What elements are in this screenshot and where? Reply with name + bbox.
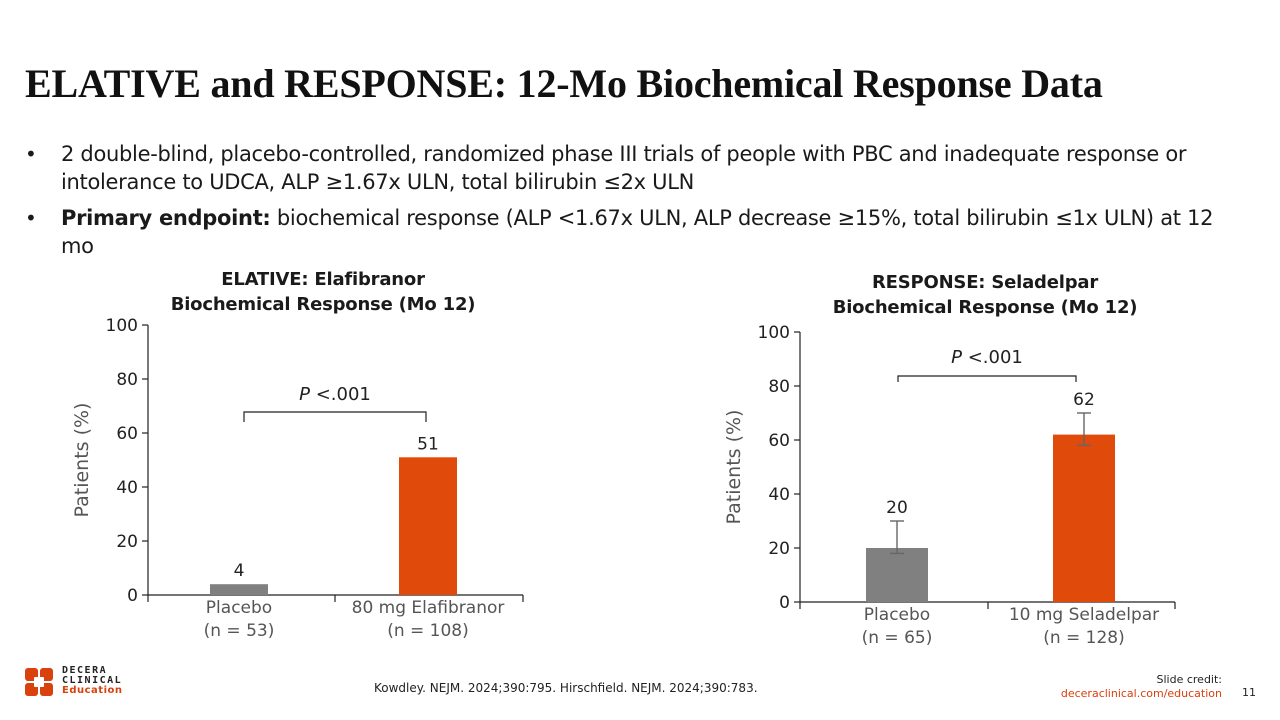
y-tick-label: 40 [768, 485, 790, 505]
category-label: 10 mg Seladelpar [1009, 605, 1159, 625]
logo-line-2: CLINICAL [62, 675, 123, 686]
y-tick-label: 60 [768, 431, 790, 451]
bullet-item: • 2 double-blind, placebo-controlled, ra… [25, 140, 1245, 196]
source-citation: Kowdley. NEJM. 2024;390:795. Hirschfield… [374, 681, 758, 695]
page-number: 11 [1242, 686, 1256, 699]
chart-title-response: RESPONSE: Seladelpar Biochemical Respons… [785, 270, 1185, 320]
category-n-label: (n = 53) [204, 621, 275, 641]
bullet-text: biochemical response (ALP <1.67x ULN, AL… [61, 206, 1214, 258]
category-n-label: (n = 65) [862, 628, 933, 648]
p-value-label: P <.001 [299, 384, 371, 405]
data-label: 4 [234, 561, 245, 581]
slide-title: ELATIVE and RESPONSE: 12-Mo Biochemical … [25, 61, 1103, 106]
p-value-symbol: P [951, 347, 962, 368]
y-axis-label: Patients (%) [723, 410, 745, 525]
slide-credit: Slide credit: deceraclinical.com/educati… [1061, 673, 1222, 701]
bullet-item: • Primary endpoint: biochemical response… [25, 204, 1245, 260]
y-tick-label: 0 [127, 586, 138, 606]
y-tick-label: 60 [116, 424, 138, 444]
bullet-dot-icon: • [25, 206, 37, 230]
y-tick-label: 80 [116, 370, 138, 390]
y-tick-label: 20 [768, 539, 790, 559]
category-label: Placebo [206, 598, 272, 618]
chart-title-elative: ELATIVE: Elafibranor Biochemical Respons… [123, 267, 523, 317]
category-label: Placebo [864, 605, 930, 625]
p-value-bracket [897, 375, 1077, 382]
data-label: 62 [1073, 390, 1095, 410]
p-value-label: P <.001 [951, 347, 1023, 368]
chart-title-line-1: RESPONSE: Seladelpar [871, 272, 1099, 293]
chart-title-line-1: ELATIVE: Elafibranor [221, 269, 425, 290]
chart-title-line-2: Biochemical Response (Mo 12) [170, 294, 476, 315]
bar-placebo [210, 584, 268, 595]
category-n-label: (n = 108) [387, 621, 469, 641]
y-tick-label: 100 [106, 316, 138, 336]
bullet-dot-icon: • [25, 142, 37, 166]
credit-label: Slide credit: [1156, 673, 1223, 686]
data-label: 51 [417, 434, 439, 454]
bullet-text: 2 double-blind, placebo-controlled, rand… [61, 142, 1187, 194]
bullet-bold-lead: Primary endpoint: [61, 206, 271, 230]
chart-title-line-2: Biochemical Response (Mo 12) [832, 297, 1138, 318]
y-tick-label: 100 [758, 323, 790, 343]
bar-treatment [399, 457, 457, 595]
y-tick-label: 20 [116, 532, 138, 552]
y-tick-label: 0 [779, 593, 790, 613]
p-value-text: <.001 [310, 384, 371, 405]
bullet-list: • 2 double-blind, placebo-controlled, ra… [25, 140, 1245, 268]
category-label: 80 mg Elafibranor [352, 598, 505, 618]
credit-link[interactable]: deceraclinical.com/education [1060, 687, 1222, 700]
category-n-label: (n = 128) [1043, 628, 1125, 648]
bar-placebo [866, 548, 928, 602]
y-tick-label: 80 [768, 377, 790, 397]
bar-treatment [1053, 434, 1115, 602]
logo-wordmark: DECERA CLINICAL Education [62, 666, 122, 696]
p-value-symbol: P [299, 384, 310, 405]
y-tick-label: 40 [116, 478, 138, 498]
logo-line-3: Education [62, 685, 123, 696]
decera-logo-icon [25, 668, 53, 696]
data-label: 20 [886, 498, 908, 518]
logo-line-1: DECERA [62, 665, 108, 676]
p-value-bracket [243, 411, 427, 422]
y-axis-label: Patients (%) [71, 403, 93, 518]
p-value-text: <.001 [962, 347, 1023, 368]
